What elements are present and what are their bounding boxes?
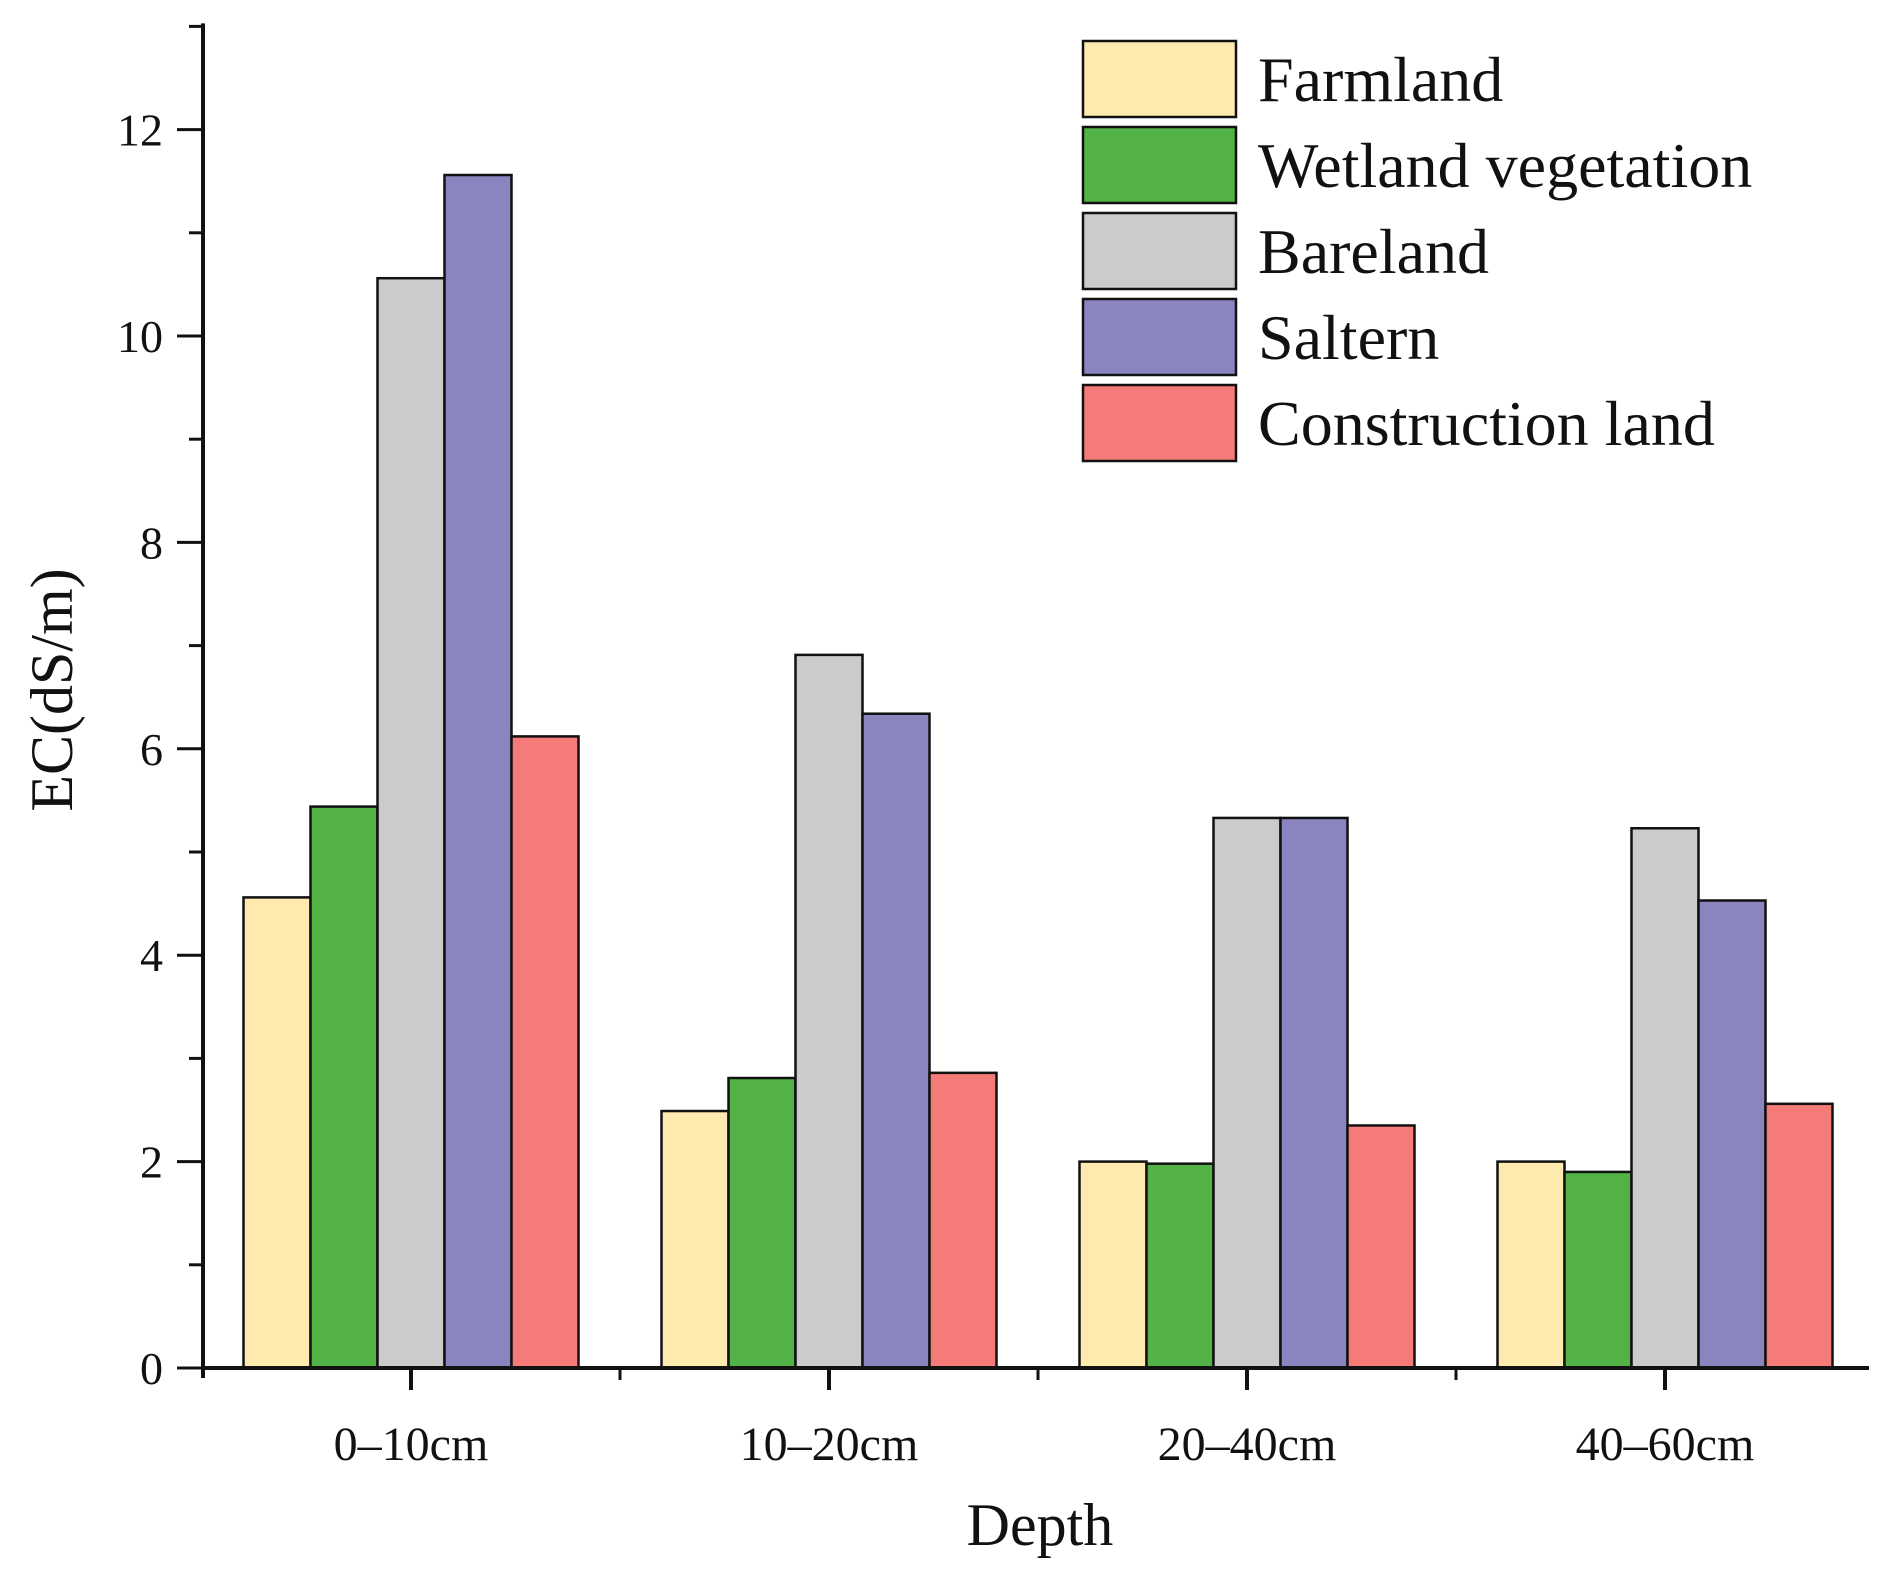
bar-construction-land-0 bbox=[510, 735, 580, 1370]
y-tick-label: 12 bbox=[117, 105, 163, 156]
legend-swatch bbox=[1081, 125, 1238, 205]
bars bbox=[242, 173, 1834, 1370]
x-axis-title: Depth bbox=[967, 1492, 1114, 1558]
legend-label: Construction land bbox=[1258, 388, 1715, 459]
y-tick-label: 6 bbox=[140, 724, 163, 775]
bar-farmland-1 bbox=[660, 1109, 730, 1370]
bar-construction-land-3 bbox=[1764, 1102, 1834, 1370]
bar-farmland-3 bbox=[1496, 1160, 1566, 1370]
bar-bareland-0 bbox=[376, 276, 446, 1370]
legend-item: Wetland vegetation bbox=[1081, 125, 1752, 205]
bar-saltern-3 bbox=[1697, 899, 1767, 1370]
x-tick-label: 0–10cm bbox=[334, 1418, 489, 1471]
y-tick-label: 0 bbox=[140, 1343, 163, 1394]
x-tick-label: 40–60cm bbox=[1576, 1418, 1755, 1471]
legend-item: Saltern bbox=[1081, 297, 1439, 377]
bar-construction-land-1 bbox=[928, 1071, 998, 1370]
bar-farmland-2 bbox=[1078, 1160, 1148, 1370]
legend-item: Construction land bbox=[1081, 383, 1715, 463]
bar-saltern-2 bbox=[1279, 816, 1349, 1370]
bar-saltern-1 bbox=[861, 712, 931, 1370]
legend-label: Wetland vegetation bbox=[1258, 130, 1752, 201]
legend-label: Saltern bbox=[1258, 302, 1439, 373]
bar-bareland-2 bbox=[1212, 816, 1282, 1370]
legend-label: Farmland bbox=[1258, 44, 1503, 115]
legend-swatch bbox=[1081, 383, 1238, 463]
bar-bareland-1 bbox=[794, 653, 864, 1370]
y-tick-label: 2 bbox=[140, 1137, 163, 1188]
bar-wetland-vegetation-1 bbox=[727, 1076, 797, 1370]
bar-wetland-vegetation-2 bbox=[1145, 1162, 1215, 1370]
legend-label: Bareland bbox=[1258, 216, 1489, 287]
legend-swatch bbox=[1081, 297, 1238, 377]
bar-farmland-0 bbox=[242, 896, 312, 1370]
x-tick-label: 10–20cm bbox=[740, 1418, 919, 1471]
bar-bareland-3 bbox=[1630, 827, 1700, 1370]
x-tick-label: 20–40cm bbox=[1158, 1418, 1337, 1471]
y-tick-label: 10 bbox=[117, 311, 163, 362]
y-axis-title: EC(dS/m) bbox=[19, 568, 85, 811]
y-tick-label: 4 bbox=[140, 930, 163, 981]
legend-swatch bbox=[1081, 211, 1238, 291]
bar-wetland-vegetation-0 bbox=[309, 805, 379, 1370]
axes: 0–10cm 10–20cm 20–40cm 40–60cm 0 2 4 6 8 10 12 bbox=[117, 23, 1869, 1471]
y-tick-label: 8 bbox=[140, 517, 163, 568]
bar-wetland-vegetation-3 bbox=[1563, 1170, 1633, 1370]
legend: Farmland Wetland vegetation Bareland Salter… bbox=[1081, 39, 1752, 463]
legend-swatch bbox=[1081, 39, 1238, 119]
legend-item: Farmland bbox=[1081, 39, 1503, 119]
bar-construction-land-2 bbox=[1346, 1124, 1416, 1370]
bar-saltern-0 bbox=[443, 173, 513, 1370]
legend-item: Bareland bbox=[1081, 211, 1489, 291]
